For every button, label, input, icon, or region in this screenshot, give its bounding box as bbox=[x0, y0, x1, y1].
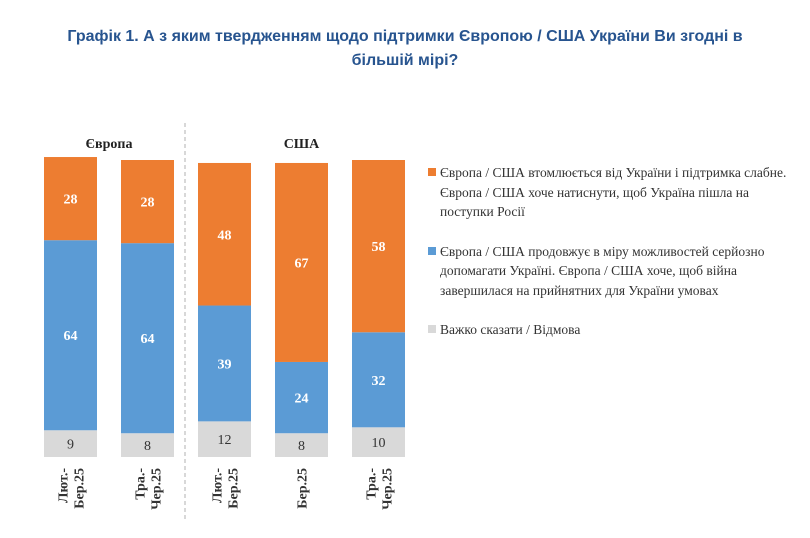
bar-support-2 bbox=[198, 305, 251, 422]
bar-support-1 bbox=[121, 243, 174, 434]
bar-support-4 bbox=[352, 332, 405, 428]
bar-hard-to-say-4 bbox=[352, 427, 405, 457]
data-label-tired-2: 48 bbox=[218, 228, 232, 243]
data-label-support-3: 24 bbox=[295, 392, 309, 407]
bar-hard-to-say-0 bbox=[44, 430, 97, 457]
data-label-support-0: 64 bbox=[64, 329, 78, 344]
data-label-tired-4: 58 bbox=[372, 240, 386, 255]
data-label-support-4: 32 bbox=[372, 374, 386, 389]
data-label-hard-to-say-4: 10 bbox=[372, 436, 386, 451]
bar-support-0 bbox=[44, 240, 97, 431]
category-label-4-0: Тра.- bbox=[365, 468, 380, 500]
chart-title: Графік 1. А з яким твердженням щодо підт… bbox=[30, 25, 780, 73]
data-label-support-1: 64 bbox=[141, 332, 155, 347]
legend-swatch-hard-to-say bbox=[428, 325, 436, 333]
category-label-1-1: Чер.25 bbox=[150, 468, 165, 510]
category-label-1-0: Тра.- bbox=[134, 468, 149, 500]
category-label-2-1: Бер.25 bbox=[227, 468, 242, 509]
legend-swatch-support bbox=[428, 246, 436, 255]
group-label-1: США bbox=[284, 137, 320, 152]
data-label-tired-1: 28 bbox=[141, 196, 155, 211]
legend-label-hard-to-say: Важко сказати / Відмова bbox=[440, 322, 581, 337]
bar-support-3 bbox=[275, 361, 328, 434]
legend-label-support: Європа / США продовжує в міру можливосте… bbox=[440, 243, 765, 298]
bar-hard-to-say-1 bbox=[121, 433, 174, 457]
bar-tired-2 bbox=[198, 162, 251, 306]
legend-item-hard-to-say: Важко сказати / Відмова bbox=[428, 320, 788, 340]
bar-tired-0 bbox=[44, 157, 97, 241]
data-label-hard-to-say-2: 12 bbox=[218, 433, 232, 448]
category-label-0-0: Лют.- bbox=[57, 468, 72, 503]
chart-legend: Європа / США втомлюється від України і п… bbox=[428, 163, 788, 360]
data-label-hard-to-say-3: 8 bbox=[298, 439, 305, 454]
data-label-tired-0: 28 bbox=[64, 193, 78, 208]
data-label-hard-to-say-1: 8 bbox=[144, 439, 151, 454]
legend-swatch-tired bbox=[428, 168, 436, 176]
category-label-2-0: Лют.- bbox=[211, 468, 226, 503]
bar-tired-4 bbox=[352, 160, 405, 333]
bar-hard-to-say-3 bbox=[275, 433, 328, 457]
group-label-0: Європа bbox=[86, 137, 133, 152]
data-label-hard-to-say-0: 9 bbox=[67, 438, 74, 453]
chart-title-line-2: більшій мірі? bbox=[351, 52, 459, 69]
legend-item-support: Європа / США продовжує в міру можливосте… bbox=[428, 242, 788, 301]
data-label-support-2: 39 bbox=[218, 357, 232, 372]
category-label-4-1: Чер.25 bbox=[381, 468, 396, 510]
data-label-tired-3: 67 bbox=[295, 256, 309, 271]
legend-item-tired: Європа / США втомлюється від України і п… bbox=[428, 163, 788, 222]
category-label-3-0: Бер.25 bbox=[296, 468, 311, 509]
bar-tired-3 bbox=[275, 162, 328, 362]
chart-title-line-1: Графік 1. А з яким твердженням щодо підт… bbox=[67, 28, 743, 45]
legend-label-tired: Європа / США втомлюється від України і п… bbox=[440, 165, 787, 219]
category-label-0-1: Бер.25 bbox=[73, 468, 88, 509]
bar-hard-to-say-2 bbox=[198, 421, 251, 457]
bar-tired-1 bbox=[121, 160, 174, 244]
